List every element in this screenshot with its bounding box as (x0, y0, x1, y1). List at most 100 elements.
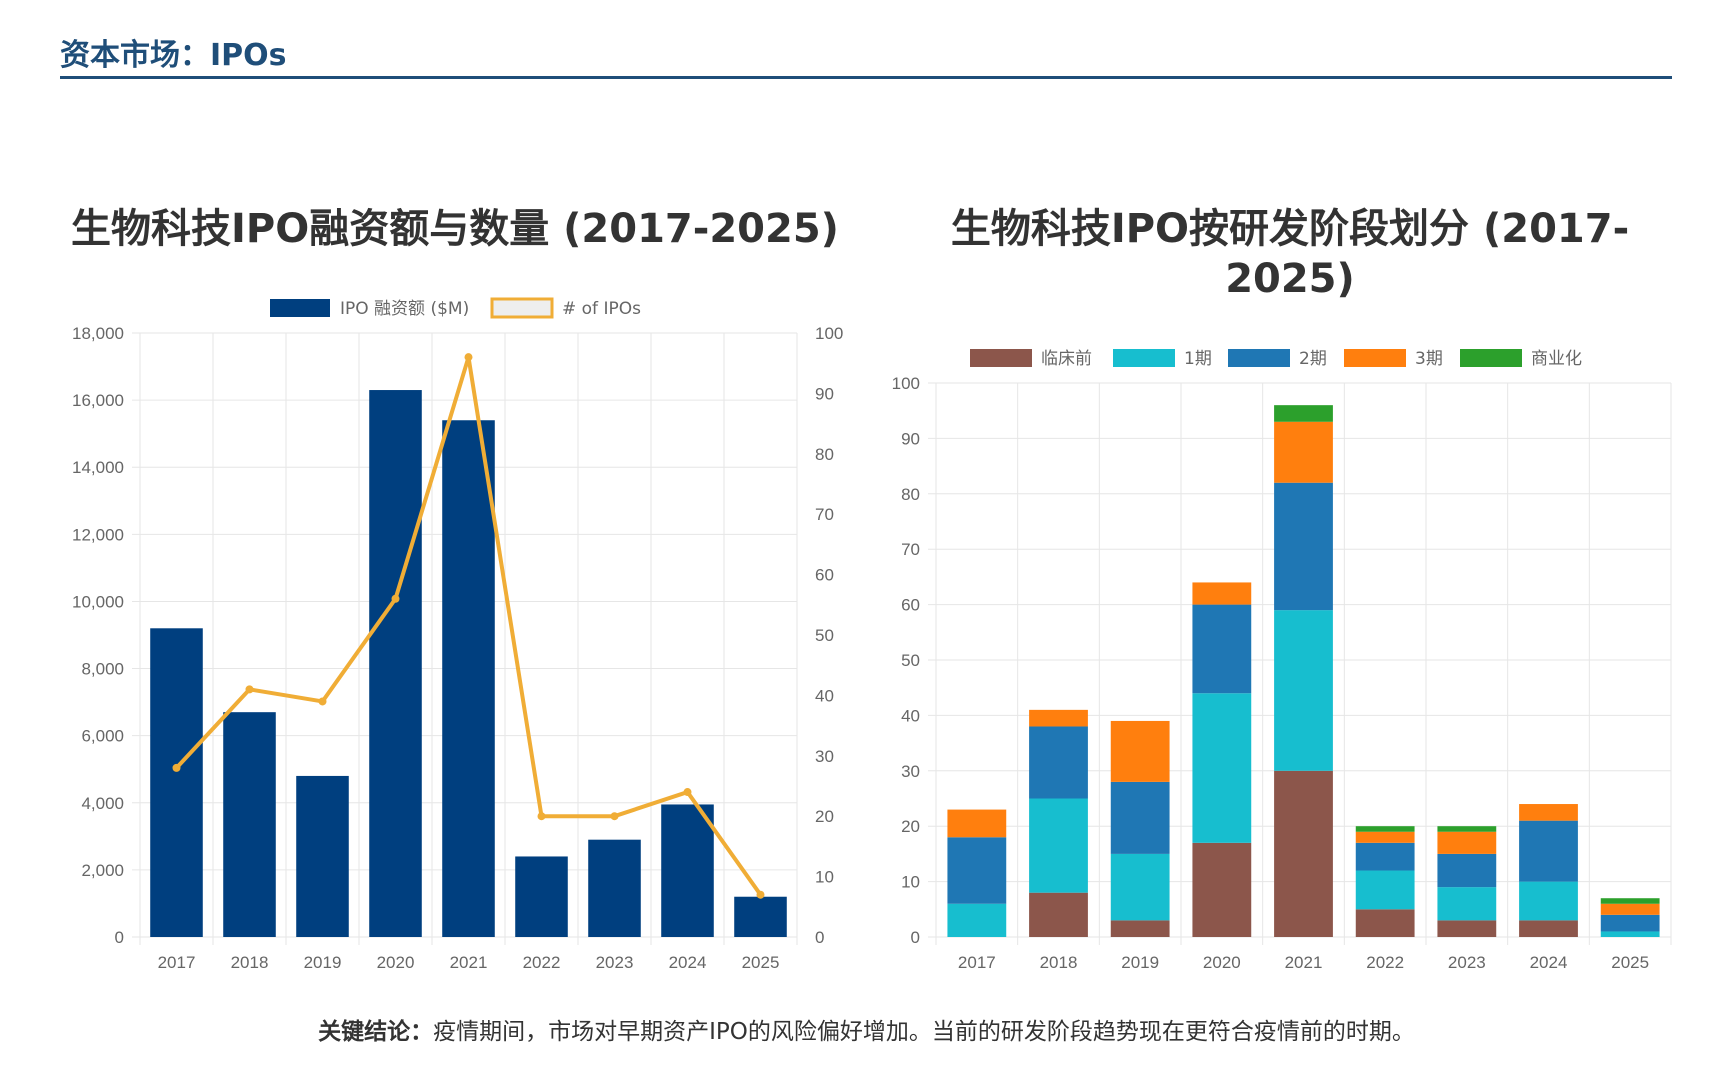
y-tick-label: 90 (901, 429, 920, 448)
legend-swatch-preclinical (970, 349, 1032, 367)
y-tick-label: 8,000 (81, 660, 124, 679)
bar-segment-phase1 (1192, 693, 1252, 843)
bar-segment-preclinical (1192, 842, 1252, 937)
y-tick-label: 0 (115, 928, 124, 947)
x-tick-label: 2020 (377, 953, 415, 972)
bar-segment-phase3 (1600, 903, 1660, 915)
bar-funding (734, 896, 787, 937)
x-tick-label: 2024 (1530, 953, 1568, 972)
y-tick-label: 16,000 (72, 391, 124, 410)
page-title: 资本市场：IPOs (60, 38, 287, 73)
point-ipo-count (464, 353, 473, 362)
bar-segment-phase2 (1355, 842, 1415, 871)
bar-funding (515, 856, 568, 937)
y2-tick-label: 100 (815, 324, 843, 343)
bar-funding (588, 839, 641, 937)
x-tick-label: 2025 (742, 953, 780, 972)
bar-funding (150, 628, 203, 937)
bar-segment-preclinical (1437, 920, 1497, 937)
bar-funding (442, 420, 495, 937)
bar-segment-phase1 (947, 903, 1007, 937)
y2-tick-label: 60 (815, 566, 834, 585)
y-tick-label: 30 (901, 762, 920, 781)
bar-segment-phase1 (1437, 887, 1497, 921)
point-ipo-count (318, 697, 327, 706)
bar-funding (369, 390, 422, 937)
y2-tick-label: 70 (815, 505, 834, 524)
point-ipo-count (172, 763, 181, 772)
bar-funding (661, 804, 714, 937)
point-ipo-count (756, 890, 765, 899)
legend-label-phase1: 1期 (1184, 349, 1212, 369)
bar-segment-phase3 (1437, 831, 1497, 854)
x-tick-label: 2021 (450, 953, 488, 972)
chart-title-stage: 生物科技IPO按研发阶段划分 (2017-2025) (950, 206, 1630, 302)
x-tick-label: 2021 (1285, 953, 1323, 972)
bar-segment-phase2 (1110, 781, 1170, 854)
bar-segment-phase3 (1274, 421, 1333, 483)
y2-tick-label: 90 (815, 384, 834, 403)
legend-label-phase3: 3期 (1415, 349, 1443, 369)
y-tick-label: 0 (911, 928, 920, 947)
bar-funding (223, 712, 276, 937)
x-tick-label: 2023 (596, 953, 634, 972)
conclusion-text: 疫情期间，市场对早期资产IPO的风险偏好增加。当前的研发阶段趋势现在更符合疫情前… (433, 1019, 1415, 1045)
x-tick-label: 2020 (1203, 953, 1241, 972)
y-tick-label: 40 (901, 706, 920, 725)
bar-segment-commercial (1355, 826, 1415, 832)
bar-segment-phase3 (947, 809, 1007, 838)
bar-segment-phase1 (1355, 870, 1415, 910)
legend-swatch-count (490, 297, 554, 319)
y2-tick-label: 20 (815, 807, 834, 826)
legend-label-count: # of IPOs (562, 299, 641, 319)
x-tick-label: 2022 (523, 953, 561, 972)
x-tick-label: 2017 (958, 953, 996, 972)
x-tick-label: 2019 (304, 953, 342, 972)
x-tick-label: 2018 (231, 953, 269, 972)
bar-segment-preclinical (1355, 909, 1415, 937)
y2-tick-label: 0 (815, 928, 824, 947)
legend-swatch-funding (270, 299, 330, 317)
bar-segment-phase1 (1029, 798, 1088, 893)
y-tick-label: 100 (892, 374, 920, 393)
bar-segment-preclinical (1274, 770, 1333, 937)
bar-segment-phase1 (1274, 610, 1333, 771)
title-divider (60, 76, 1672, 79)
y-tick-label: 6,000 (81, 727, 124, 746)
legend-label-phase2: 2期 (1299, 349, 1327, 369)
bar-segment-phase2 (1519, 820, 1578, 882)
y2-tick-label: 40 (815, 686, 834, 705)
y-tick-label: 80 (901, 485, 920, 504)
chart-title-funding: 生物科技IPO融资额与数量 (2017-2025) (71, 206, 839, 252)
x-tick-label: 2017 (158, 953, 196, 972)
x-tick-label: 2022 (1366, 953, 1404, 972)
x-tick-label: 2023 (1448, 953, 1486, 972)
key-conclusion: 关键结论：疫情期间，市场对早期资产IPO的风险偏好增加。当前的研发阶段趋势现在更… (0, 1012, 1733, 1046)
bar-segment-phase3 (1355, 831, 1415, 843)
bar-segment-preclinical (1519, 920, 1578, 937)
bar-segment-phase3 (1029, 709, 1088, 727)
bar-segment-phase1 (1519, 881, 1578, 921)
bar-segment-phase1 (1110, 853, 1170, 921)
bar-segment-phase2 (1029, 726, 1088, 799)
bar-segment-phase2 (947, 837, 1007, 904)
bar-segment-phase1 (1600, 931, 1660, 937)
legend-swatch-commercial (1460, 349, 1522, 367)
legend-swatch-phase1 (1113, 349, 1175, 367)
y2-tick-label: 10 (815, 868, 834, 887)
y-tick-label: 10 (901, 873, 920, 892)
x-tick-label: 2025 (1611, 953, 1649, 972)
y-tick-label: 10,000 (72, 592, 124, 611)
point-ipo-count (245, 685, 254, 694)
legend-swatch-phase3 (1344, 349, 1406, 367)
y-tick-label: 50 (901, 651, 920, 670)
x-tick-label: 2024 (669, 953, 707, 972)
y-tick-label: 18,000 (72, 324, 124, 343)
x-tick-label: 2018 (1040, 953, 1078, 972)
y2-tick-label: 50 (815, 626, 834, 645)
point-ipo-count (683, 788, 692, 797)
y-tick-label: 4,000 (81, 794, 124, 813)
y-tick-label: 2,000 (81, 861, 124, 880)
